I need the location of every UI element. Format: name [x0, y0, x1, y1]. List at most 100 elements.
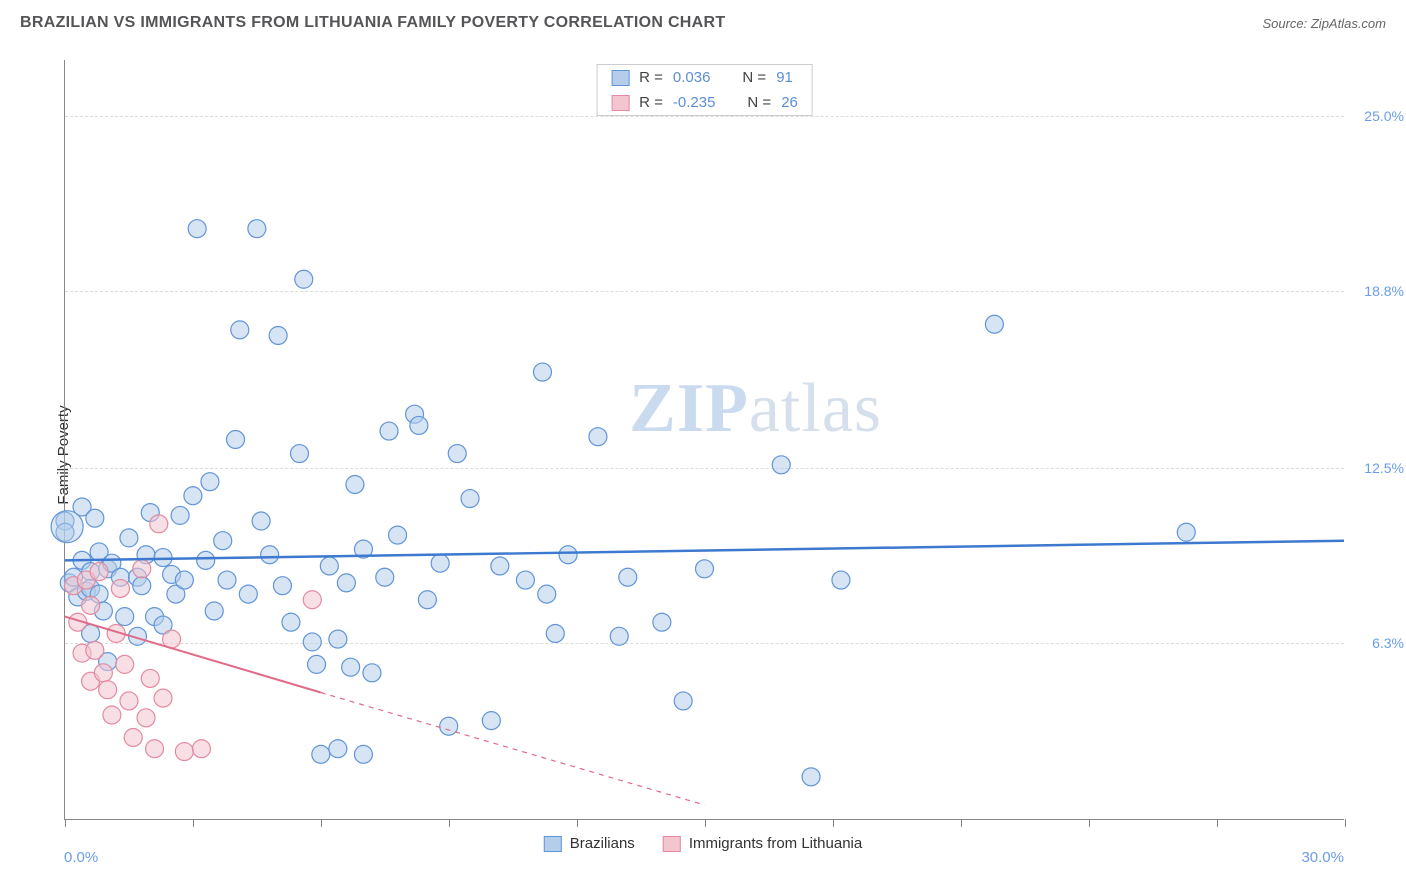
point-brazilians: [546, 624, 564, 642]
point-brazilians: [696, 560, 714, 578]
point-brazilians: [380, 422, 398, 440]
swatch-brazilians: [611, 70, 629, 86]
point-brazilians: [239, 585, 257, 603]
point-brazilians: [290, 445, 308, 463]
point-brazilians: [171, 506, 189, 524]
point-brazilians: [376, 568, 394, 586]
point-brazilians: [491, 557, 509, 575]
chart-header: BRAZILIAN VS IMMIGRANTS FROM LITHUANIA F…: [0, 0, 1406, 40]
point-brazilians: [120, 529, 138, 547]
series-legend: Brazilians Immigrants from Lithuania: [544, 835, 862, 852]
point-brazilians: [188, 220, 206, 238]
point-brazilians: [653, 613, 671, 631]
legend-item-brazilians: Brazilians: [544, 835, 635, 852]
source-prefix: Source:: [1262, 16, 1310, 31]
point-brazilians: [448, 445, 466, 463]
trendline-brazilians: [65, 541, 1344, 561]
legend-row-brazilians: R = 0.036 N = 91: [597, 65, 812, 90]
legend-row-lithuania: R = -0.235 N = 26: [597, 90, 812, 115]
point-lithuania: [124, 728, 142, 746]
x-tick: [1089, 819, 1090, 827]
point-brazilians: [482, 712, 500, 730]
point-brazilians: [261, 546, 279, 564]
x-tick: [961, 819, 962, 827]
point-brazilians: [440, 717, 458, 735]
swatch-brazilians-bottom: [544, 836, 562, 852]
point-lithuania: [192, 740, 210, 758]
svg-layer: [65, 60, 1344, 819]
point-lithuania: [86, 641, 104, 659]
x-tick: [449, 819, 450, 827]
x-tick: [321, 819, 322, 827]
point-brazilians: [252, 512, 270, 530]
x-axis-max-label: 30.0%: [1301, 849, 1344, 866]
point-brazilians: [308, 655, 326, 673]
point-brazilians: [231, 321, 249, 339]
point-lithuania: [116, 655, 134, 673]
point-brazilians: [772, 456, 790, 474]
plot-area: ZIPatlas R = 0.036 N = 91 R = -0.235 N =…: [64, 60, 1344, 820]
point-lithuania: [146, 740, 164, 758]
chart-container: Family Poverty ZIPatlas R = 0.036 N = 91…: [20, 50, 1386, 860]
point-brazilians: [329, 630, 347, 648]
x-tick: [193, 819, 194, 827]
point-brazilians: [389, 526, 407, 544]
chart-title: BRAZILIAN VS IMMIGRANTS FROM LITHUANIA F…: [20, 14, 725, 32]
point-brazilians: [201, 473, 219, 491]
r-value-lithuania: -0.235: [673, 94, 716, 111]
point-lithuania: [175, 743, 193, 761]
series-label-lithuania: Immigrants from Lithuania: [689, 835, 862, 852]
point-brazilians: [418, 591, 436, 609]
point-brazilians: [346, 475, 364, 493]
n-value-brazilians: 91: [776, 69, 793, 86]
point-brazilians-large: [51, 511, 83, 543]
r-label: R =: [639, 69, 663, 86]
point-brazilians: [461, 490, 479, 508]
point-brazilians: [227, 431, 245, 449]
point-brazilians: [431, 554, 449, 572]
point-brazilians: [538, 585, 556, 603]
point-brazilians: [214, 532, 232, 550]
x-tick: [1345, 819, 1346, 827]
point-brazilians: [516, 571, 534, 589]
point-lithuania: [150, 515, 168, 533]
point-brazilians: [410, 416, 428, 434]
y-tick-label: 18.8%: [1364, 283, 1404, 299]
point-brazilians: [218, 571, 236, 589]
y-tick-label: 6.3%: [1372, 635, 1404, 651]
series-label-brazilians: Brazilians: [570, 835, 635, 852]
point-brazilians: [282, 613, 300, 631]
source-name: ZipAtlas.com: [1311, 16, 1386, 31]
point-lithuania: [133, 560, 151, 578]
point-brazilians: [116, 608, 134, 626]
y-tick-label: 25.0%: [1364, 108, 1404, 124]
r-label: R =: [639, 94, 663, 111]
point-brazilians: [589, 428, 607, 446]
point-brazilians: [354, 745, 372, 763]
point-brazilians: [674, 692, 692, 710]
point-brazilians: [312, 745, 330, 763]
n-label: N =: [747, 94, 771, 111]
point-brazilians: [342, 658, 360, 676]
point-brazilians: [363, 664, 381, 682]
point-brazilians: [619, 568, 637, 586]
point-brazilians: [559, 546, 577, 564]
correlation-legend: R = 0.036 N = 91 R = -0.235 N = 26: [596, 64, 813, 116]
legend-item-lithuania: Immigrants from Lithuania: [663, 835, 862, 852]
n-label: N =: [742, 69, 766, 86]
point-brazilians: [175, 571, 193, 589]
point-lithuania: [154, 689, 172, 707]
point-brazilians: [273, 577, 291, 595]
point-lithuania: [141, 669, 159, 687]
x-tick: [65, 819, 66, 827]
point-brazilians: [832, 571, 850, 589]
x-axis-min-label: 0.0%: [64, 849, 98, 866]
point-lithuania: [303, 591, 321, 609]
point-brazilians: [184, 487, 202, 505]
source-credit: Source: ZipAtlas.com: [1262, 16, 1386, 31]
point-brazilians: [205, 602, 223, 620]
point-brazilians: [269, 327, 287, 345]
point-lithuania: [82, 596, 100, 614]
point-lithuania: [90, 563, 108, 581]
point-brazilians: [1177, 523, 1195, 541]
